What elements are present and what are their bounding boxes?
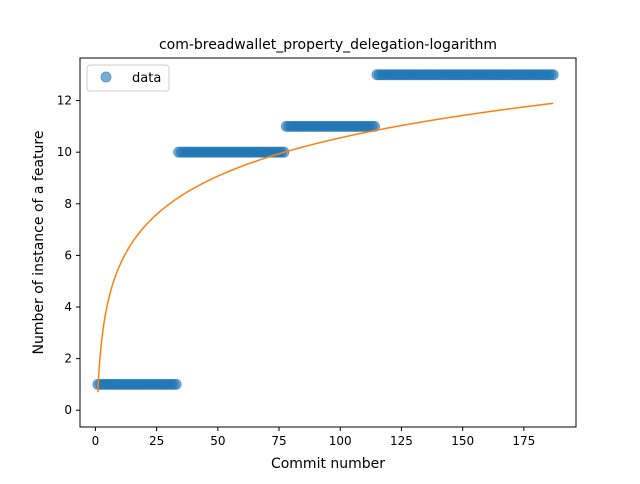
x-tick-label: 50	[210, 434, 225, 448]
x-axis: 0 25 50 75 100 125 150 175	[92, 427, 535, 448]
y-tick-label: 8	[64, 197, 72, 211]
y-tick-label: 6	[64, 248, 72, 262]
x-tick-label: 175	[512, 434, 535, 448]
plot-content	[92, 69, 559, 393]
legend-marker-data	[100, 71, 112, 83]
legend-box	[86, 64, 170, 92]
legend: data	[86, 64, 170, 92]
y-tick-label: 10	[57, 145, 72, 159]
x-tick-label: 125	[390, 434, 413, 448]
x-tick-label: 0	[92, 434, 100, 448]
x-tick-label: 75	[271, 434, 286, 448]
x-tick-label: 100	[329, 434, 352, 448]
data-point	[170, 378, 182, 390]
legend-label-data: data	[132, 71, 161, 86]
x-tick-label: 150	[451, 434, 474, 448]
fit-line	[97, 102, 554, 393]
plot-frame	[79, 57, 577, 428]
data-point	[547, 69, 559, 81]
y-tick-label: 4	[64, 300, 72, 314]
y-tick-label: 0	[64, 403, 72, 417]
y-tick-label: 12	[57, 94, 72, 108]
y-axis-label: Number of instance of a feature	[31, 131, 47, 355]
y-tick-label: 2	[64, 352, 72, 366]
y-axis: 0 2 4 6 8 10 12	[57, 94, 80, 417]
chart-title: com-breadwallet_property_delegation-loga…	[159, 37, 497, 53]
x-axis-label: Commit number	[271, 456, 385, 472]
x-tick-label: 25	[149, 434, 164, 448]
